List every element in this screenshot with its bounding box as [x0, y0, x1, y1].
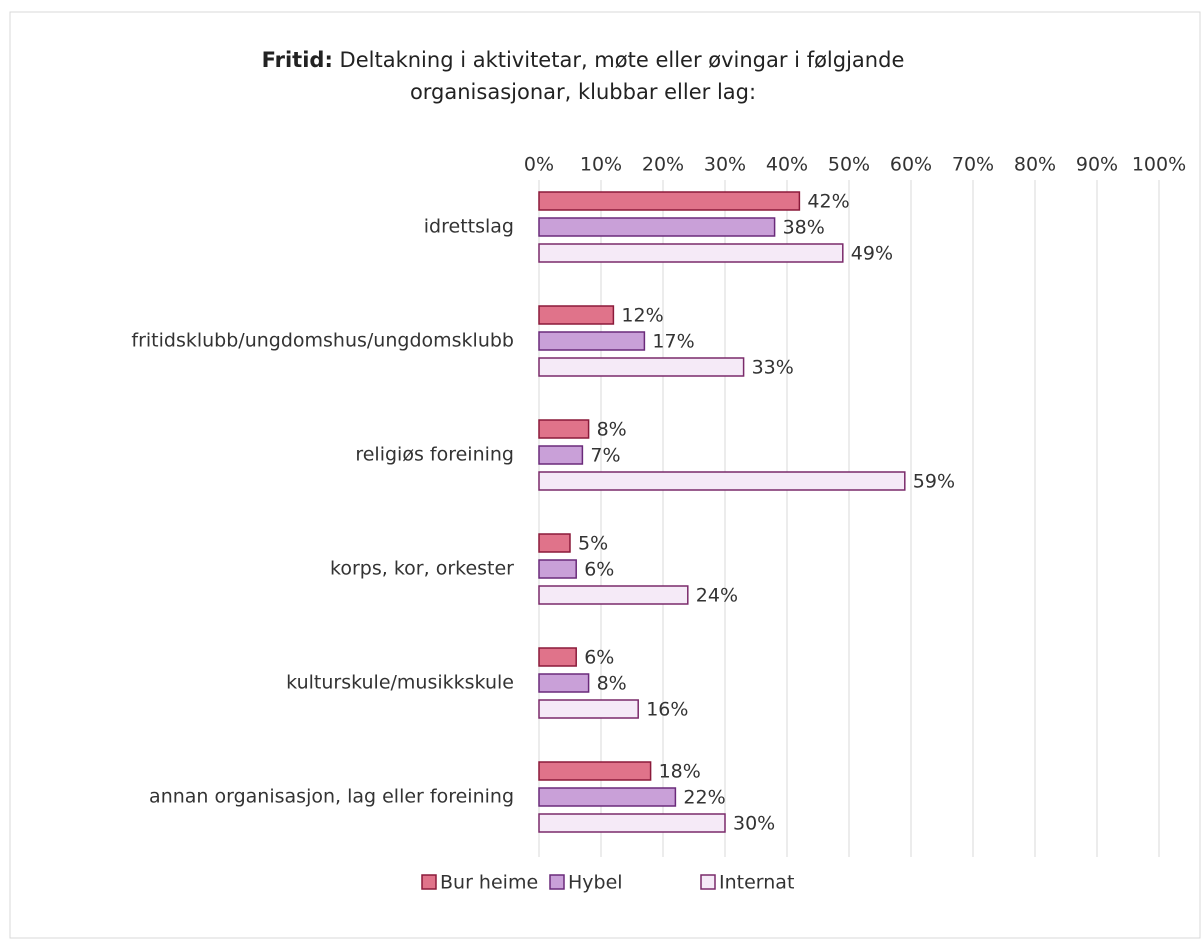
bar: [538, 533, 571, 553]
chart-title: Fritid: Deltakning i aktivitetar, møte e…: [193, 44, 973, 108]
value-label: 6%: [584, 647, 614, 669]
legend-swatch: [549, 874, 565, 890]
title-text: Deltakning i aktivitetar, møte eller øvi…: [339, 48, 905, 104]
bar: [538, 471, 906, 491]
value-label: 18%: [659, 761, 701, 783]
bar: [538, 647, 577, 667]
y-tick-label: annan organisasjon, lag eller foreining: [149, 786, 514, 808]
bar: [538, 787, 677, 807]
value-label: 5%: [578, 533, 608, 555]
legend-label: Internat: [719, 872, 794, 894]
x-tick-label: 80%: [1014, 154, 1056, 176]
value-label: 7%: [590, 445, 620, 467]
bar: [538, 243, 844, 263]
x-tick-label: 20%: [642, 154, 684, 176]
y-tick-label: kulturskule/musikkskule: [286, 672, 514, 694]
x-tick-label: 50%: [828, 154, 870, 176]
legend-label: Hybel: [568, 872, 623, 894]
value-label: 8%: [597, 419, 627, 441]
x-tick-label: 90%: [1076, 154, 1118, 176]
x-tick-label: 70%: [952, 154, 994, 176]
x-tick-label: 60%: [890, 154, 932, 176]
title-bold: Fritid:: [261, 48, 333, 72]
x-tick-label: 0%: [524, 154, 554, 176]
value-label: 33%: [752, 357, 794, 379]
x-tick-label: 10%: [580, 154, 622, 176]
bar: [538, 813, 726, 833]
bar: [538, 331, 646, 351]
value-label: 30%: [733, 813, 775, 835]
bar: [538, 673, 590, 693]
bar: [538, 445, 584, 465]
bar: [538, 305, 615, 325]
value-label: 38%: [783, 217, 825, 239]
value-label: 24%: [696, 585, 738, 607]
bar: [538, 699, 639, 719]
bar: [538, 191, 801, 211]
y-tick-label: idrettslag: [424, 216, 514, 238]
x-tick-label: 100%: [1132, 154, 1186, 176]
value-label: 49%: [851, 243, 893, 265]
bar: [538, 761, 652, 781]
legend-swatch: [700, 874, 716, 890]
y-tick-label: korps, kor, orkester: [330, 558, 514, 580]
bar: [538, 585, 689, 605]
bar: [538, 357, 745, 377]
value-label: 42%: [807, 191, 849, 213]
value-label: 12%: [621, 305, 663, 327]
value-label: 8%: [597, 673, 627, 695]
value-label: 17%: [652, 331, 694, 353]
legend-label: Bur heime: [440, 872, 538, 894]
y-tick-label: fritidsklubb/ungdomshus/ungdomsklubb: [131, 330, 514, 352]
bar: [538, 559, 577, 579]
value-label: 6%: [584, 559, 614, 581]
bar: [538, 217, 776, 237]
y-tick-label: religiøs foreining: [355, 444, 514, 466]
x-tick-label: 30%: [704, 154, 746, 176]
value-label: 16%: [646, 699, 688, 721]
bar: [538, 419, 590, 439]
legend-swatch: [421, 874, 437, 890]
x-tick-label: 40%: [766, 154, 808, 176]
value-label: 22%: [683, 787, 725, 809]
value-label: 59%: [913, 471, 955, 493]
